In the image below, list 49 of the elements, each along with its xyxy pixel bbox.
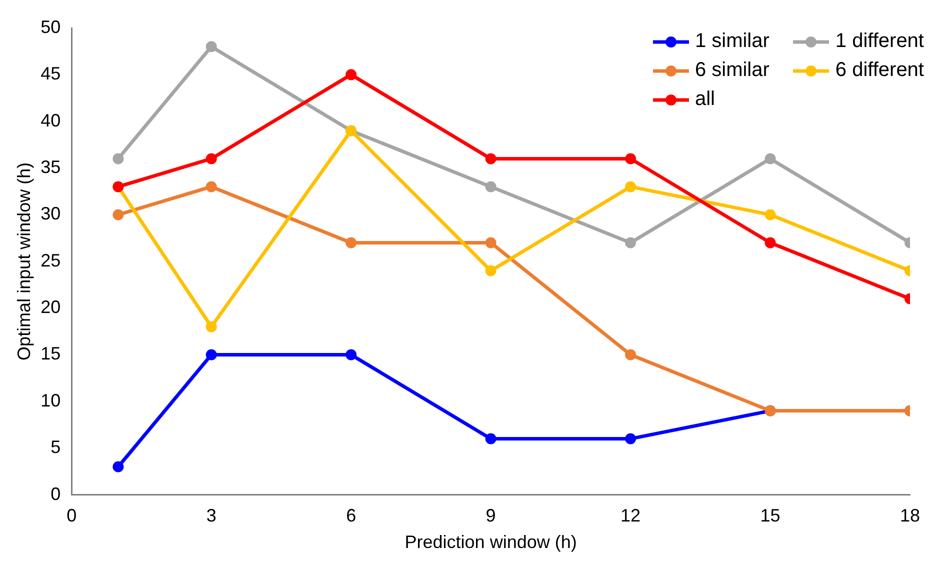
point	[764, 237, 776, 248]
legend-label: 1 different	[835, 30, 924, 53]
x-axis-title: Prediction window (h)	[404, 532, 577, 552]
point	[485, 153, 496, 164]
point	[206, 41, 217, 52]
point	[112, 209, 124, 220]
legend-label: 6 similar	[694, 59, 770, 82]
y-tick-label: 0	[50, 484, 61, 504]
point	[625, 433, 636, 444]
point	[346, 69, 357, 80]
point	[764, 209, 776, 220]
point	[485, 237, 496, 248]
y-axis-title: Optimal input window (h)	[14, 162, 34, 360]
point	[346, 237, 357, 248]
x-tick-label: 3	[206, 506, 216, 526]
point	[112, 153, 124, 164]
point	[764, 153, 776, 164]
legend-label: all	[694, 88, 715, 111]
y-tick-label: 10	[40, 390, 61, 410]
y-tick-label: 15	[40, 344, 61, 364]
x-tick-label: 18	[900, 506, 920, 526]
point	[112, 461, 124, 472]
point	[206, 153, 217, 164]
y-tick-label: 35	[40, 157, 61, 178]
y-tick-label: 40	[40, 110, 61, 130]
point	[206, 181, 217, 192]
x-tick-label: 15	[760, 506, 780, 526]
x-tick-label: 0	[66, 506, 77, 526]
point	[625, 237, 636, 248]
x-tick-label: 6	[346, 506, 356, 526]
y-tick-label: 45	[40, 64, 61, 84]
y-tick-label: 5	[50, 437, 61, 458]
point	[625, 349, 636, 360]
point	[485, 265, 496, 276]
y-tick-label: 20	[40, 297, 61, 318]
x-tick-label: 9	[486, 506, 496, 526]
y-tick-label: 30	[40, 204, 61, 224]
point	[625, 181, 636, 192]
point	[485, 433, 496, 444]
x-tick-label: 12	[620, 506, 641, 526]
point	[346, 349, 357, 360]
point	[206, 321, 217, 332]
point	[625, 153, 636, 164]
y-tick-label: 50	[40, 16, 61, 37]
y-tick-label: 25	[40, 250, 61, 270]
legend-label: 1 similar	[694, 30, 770, 53]
legend-label: 6 different	[835, 59, 924, 82]
point	[206, 349, 217, 360]
point	[485, 181, 496, 192]
